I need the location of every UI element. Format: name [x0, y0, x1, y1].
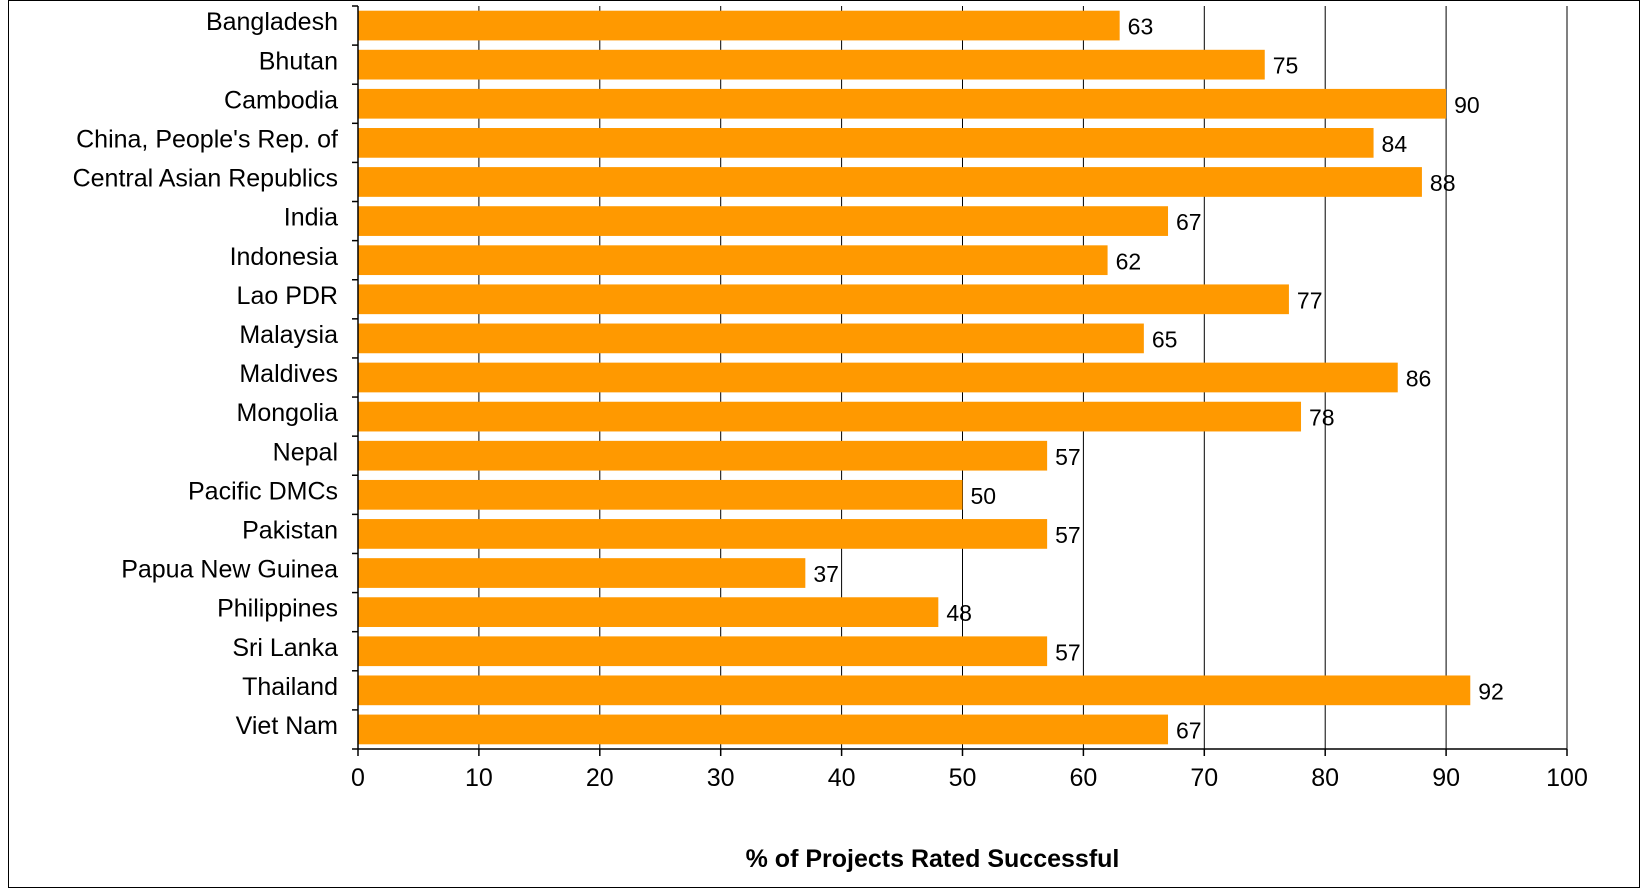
axes	[352, 5, 1568, 756]
bar	[358, 167, 1422, 197]
data-label: 77	[1297, 287, 1323, 313]
x-tick-label: 0	[351, 764, 365, 792]
category-label: Papua New Guinea	[121, 556, 338, 584]
bar	[358, 323, 1144, 354]
bar-chart: Bangladesh Bhutan Cambodia China, People's …	[73, 5, 1588, 873]
category-label: Lao PDR	[237, 282, 338, 310]
bar	[358, 284, 1289, 315]
x-tick-label: 60	[1069, 764, 1097, 792]
bar	[358, 362, 1398, 393]
category-labels: Bangladesh Bhutan Cambodia China, People's …	[73, 8, 339, 740]
bar	[358, 519, 1048, 549]
category-label: Viet Nam	[236, 712, 338, 740]
data-label: 75	[1273, 53, 1299, 79]
bar	[358, 128, 1374, 158]
x-tick-label: 10	[465, 764, 493, 792]
x-tick-label: 80	[1311, 764, 1339, 792]
data-label: 57	[1055, 639, 1081, 665]
category-label: Mongolia	[237, 399, 339, 427]
data-label: 57	[1055, 522, 1081, 548]
category-label: Philippines	[217, 595, 338, 623]
bar	[358, 440, 1048, 471]
data-label: 37	[813, 561, 839, 587]
bar	[358, 675, 1471, 706]
bar	[358, 206, 1169, 236]
bar	[358, 401, 1302, 432]
x-tick-label: 100	[1546, 764, 1588, 792]
category-label: Pacific DMCs	[188, 477, 338, 505]
category-label: Bangladesh	[206, 8, 338, 36]
data-label: 57	[1055, 444, 1081, 470]
category-label: Central Asian Republics	[73, 165, 338, 193]
data-label: 86	[1406, 366, 1432, 392]
data-label: 62	[1116, 248, 1142, 274]
data-label: 67	[1176, 209, 1202, 235]
bar	[358, 714, 1169, 745]
data-label: 88	[1430, 170, 1456, 196]
data-labels: 63 75 90 84 88 67 62 77 65 86 78 57 50 57 37 48 57 92 67	[813, 14, 1504, 744]
category-label: Bhutan	[259, 47, 338, 75]
bar	[358, 597, 939, 627]
x-tick-label: 20	[586, 764, 614, 792]
bar	[358, 636, 1048, 667]
data-label: 92	[1478, 678, 1504, 704]
category-label: Pakistan	[242, 517, 338, 545]
category-label: Malaysia	[239, 321, 338, 349]
data-label: 90	[1454, 92, 1480, 118]
x-tick-label: 30	[707, 764, 735, 792]
bar	[358, 245, 1108, 276]
category-label: Thailand	[242, 673, 338, 701]
x-tick-label: 70	[1190, 764, 1218, 792]
bar	[358, 10, 1120, 41]
x-tick-label: 90	[1432, 764, 1460, 792]
category-label: Indonesia	[230, 243, 339, 271]
data-label: 48	[946, 600, 972, 626]
data-label: 78	[1309, 405, 1335, 431]
bar	[358, 479, 963, 510]
bar	[358, 558, 806, 588]
data-label: 63	[1128, 14, 1154, 40]
category-label: Nepal	[273, 438, 338, 466]
category-label: India	[284, 204, 338, 232]
data-label: 65	[1152, 326, 1178, 352]
bar	[358, 88, 1447, 119]
category-label: Maldives	[239, 360, 338, 388]
x-axis-title: % of Projects Rated Successful	[746, 845, 1120, 873]
bar	[358, 49, 1265, 80]
bars	[358, 10, 1471, 745]
data-label: 50	[971, 483, 997, 509]
data-label: 84	[1382, 131, 1408, 157]
data-label: 67	[1176, 718, 1202, 744]
x-tick-labels: 0 10 20 30 40 50 60 70 80 90 100	[351, 764, 1588, 792]
category-label: China, People's Rep. of	[76, 125, 338, 153]
category-label: Cambodia	[224, 86, 338, 114]
chart-frame: Bangladesh Bhutan Cambodia China, People's …	[8, 0, 1640, 888]
x-tick-label: 40	[828, 764, 856, 792]
x-tick-label: 50	[949, 764, 977, 792]
category-label: Sri Lanka	[232, 634, 338, 662]
